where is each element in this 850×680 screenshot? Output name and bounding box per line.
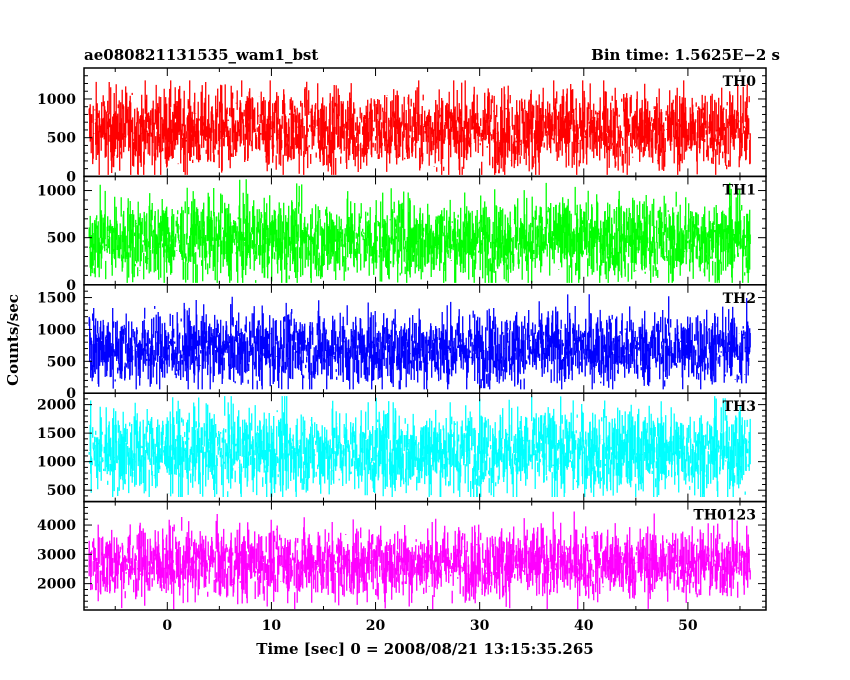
x-tick-label: 0: [162, 618, 172, 634]
y-tick-label: 1500: [37, 291, 76, 307]
panel-th1: 0 500 1000 TH1: [37, 175, 767, 294]
y-tick-label: 0: [66, 278, 76, 294]
series-th0123: [88, 511, 751, 610]
series-th3: [88, 396, 751, 497]
panel-label: TH0: [723, 74, 757, 90]
x-tick-label: 40: [574, 618, 594, 634]
panel-frame: [83, 500, 767, 611]
panel-label: TH3: [723, 399, 756, 415]
series-th2: [88, 294, 751, 390]
chart-title-right: Bin time: 1.5625E−2 s: [591, 46, 780, 64]
panel-th2: 0 500 1000 1500 TH2: [37, 284, 767, 402]
panel-th3: 500 1000 1500 2000 TH3: [37, 392, 767, 503]
y-tick-label: 500: [47, 231, 76, 247]
y-tick-label: 1000: [37, 455, 76, 471]
x-tick-label: 20: [366, 618, 386, 634]
x-tick-label: 10: [262, 618, 282, 634]
y-tick-label: 2000: [37, 398, 76, 414]
panel-label: TH2: [723, 291, 756, 307]
y-tick-label: 0: [66, 169, 76, 185]
panel-label: TH0123: [693, 508, 756, 524]
y-tick-label: 4000: [37, 518, 76, 534]
x-tick-label: 30: [470, 618, 490, 634]
panel-th0123: 2000 3000 4000 TH0123: [37, 500, 767, 611]
panel-label: TH1: [723, 182, 756, 198]
y-tick-label: 500: [47, 354, 76, 370]
y-tick-label: 1000: [37, 322, 76, 338]
series-th1: [88, 179, 751, 283]
y-tick-label: 1000: [37, 184, 76, 200]
panels-group: 0 500 1000 TH0 0 500 1000 TH1 0 500 1000 1500 TH2 500…: [37, 67, 767, 611]
panel-th0: 0 500 1000 TH0: [37, 67, 767, 185]
y-tick-label: 0: [66, 386, 76, 402]
y-tick-label: 500: [47, 131, 76, 147]
y-tick-label: 500: [47, 483, 76, 499]
x-axis-title: Time [sec] 0 = 2008/08/21 13:15:35.265: [256, 640, 593, 658]
y-tick-label: 3000: [37, 547, 76, 563]
y-axis-title: Counts/sec: [4, 294, 22, 386]
series-th0: [88, 80, 751, 175]
y-tick-label: 1500: [37, 426, 76, 442]
x-axis: 0 10 20 30 40 50: [162, 618, 697, 634]
x-tick-label: 50: [678, 618, 698, 634]
y-tick-label: 1000: [37, 92, 76, 108]
chart-title-left: ae080821131535_wam1_bst: [84, 46, 318, 64]
y-tick-label: 2000: [37, 577, 76, 593]
